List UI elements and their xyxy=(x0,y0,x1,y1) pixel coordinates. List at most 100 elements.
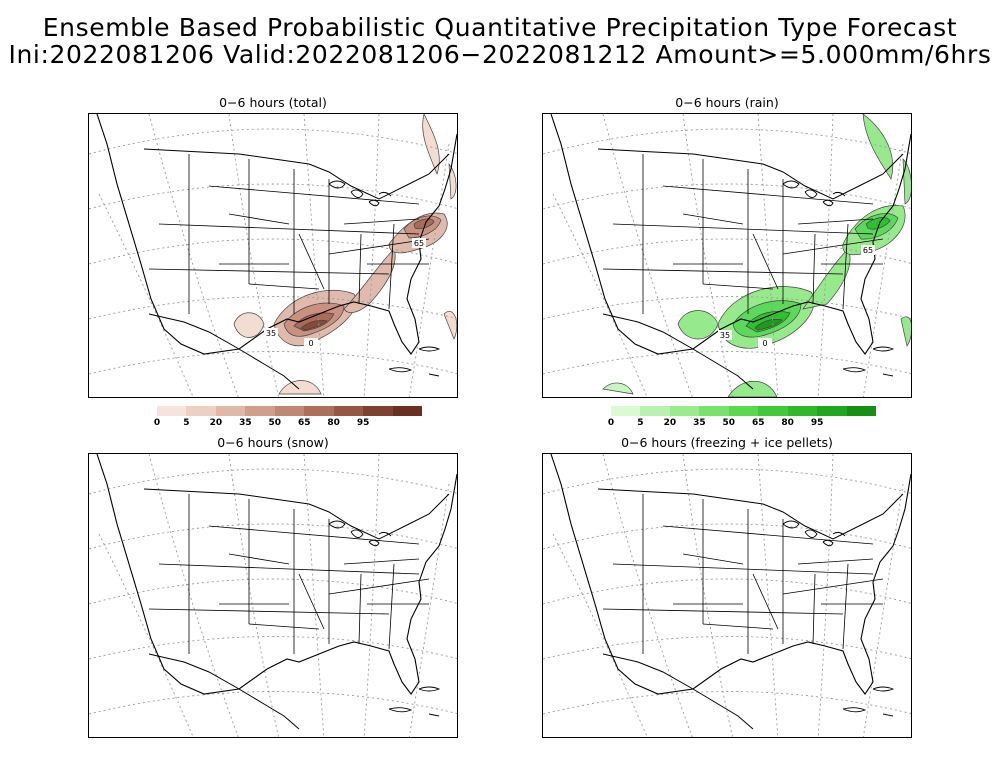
colorbar-swatch xyxy=(333,406,364,416)
contour-label: 65 xyxy=(863,246,873,255)
state-boundary xyxy=(248,623,320,630)
colorbar-tick-label: 5 xyxy=(637,418,644,428)
graticule-line xyxy=(543,238,911,265)
state-boundary xyxy=(682,213,744,225)
caribbean-islands xyxy=(842,686,895,717)
contour-label: 35 xyxy=(266,329,276,338)
probability-contour-12 xyxy=(900,316,911,347)
graticule-line xyxy=(89,468,457,495)
colorbar-tick-label: 95 xyxy=(810,418,824,428)
graticule-line xyxy=(408,483,450,737)
contour-label: 35 xyxy=(720,331,730,340)
colorbar-swatch xyxy=(392,406,423,416)
state-boundary xyxy=(812,233,816,305)
caribbean-islands xyxy=(388,346,441,377)
state-boundary xyxy=(298,573,325,630)
graticule-line xyxy=(862,143,904,397)
colorbar-swatch xyxy=(846,406,877,416)
colorbar-swatch xyxy=(304,406,335,416)
state-boundary xyxy=(752,233,779,290)
panel-title-freezing-ice: 0−6 hours (freezing + ice pellets) xyxy=(621,435,833,450)
state-boundary xyxy=(388,223,395,310)
coastline xyxy=(550,454,911,695)
probability-contour-10 xyxy=(422,114,440,175)
mexico-border xyxy=(148,653,300,730)
graticule-line xyxy=(602,114,693,397)
graticule-line xyxy=(89,296,457,320)
graticule-line xyxy=(89,351,457,375)
graticule-line xyxy=(543,183,911,210)
colorbar-tick-label: 95 xyxy=(356,418,370,428)
map-panel-total: 35 65 0 xyxy=(88,113,458,398)
state-boundary xyxy=(358,233,362,305)
state-boundary xyxy=(797,218,874,225)
colorbar-swatch xyxy=(699,406,730,416)
colorbar-swatch xyxy=(274,406,305,416)
colorbar-tick-label: 35 xyxy=(239,418,252,428)
caribbean-islands xyxy=(842,346,895,377)
graticule-line xyxy=(89,636,457,660)
colorbar-tick-label: 65 xyxy=(751,418,765,428)
probability-contour-7 xyxy=(413,218,435,230)
mexico-border xyxy=(602,313,754,390)
colorbar-rain: 0 5 20 35 50 65 80 95 xyxy=(608,406,877,436)
colorbar-swatch xyxy=(640,406,671,416)
probability-contour-3 xyxy=(754,318,783,331)
panel-title-snow: 0−6 hours (snow) xyxy=(217,435,329,450)
state-boundary xyxy=(842,223,849,310)
colorbar-swatch xyxy=(186,406,217,416)
colorbar-swatch xyxy=(728,406,759,416)
probability-contour-8 xyxy=(233,312,265,338)
state-boundary xyxy=(208,525,420,545)
contour-label: 0 xyxy=(762,339,767,348)
mexico-border xyxy=(602,653,754,730)
canada-border xyxy=(143,488,450,540)
state-boundary xyxy=(812,573,816,645)
state-boundary xyxy=(158,563,420,575)
caribbean-islands xyxy=(388,686,441,717)
colorbar-tick-label: 80 xyxy=(781,418,794,428)
graticule-line xyxy=(543,351,911,375)
canada-border xyxy=(143,148,450,200)
colorbar-tick-label: 50 xyxy=(268,418,282,428)
map-panel-snow xyxy=(88,453,458,738)
graticule-line xyxy=(817,114,834,397)
colorbar-tick-label: 5 xyxy=(183,418,190,428)
colorbar-swatch xyxy=(215,406,246,416)
colorbar-tick-label: 80 xyxy=(327,418,340,428)
figure-title-line1: Ensemble Based Probabilistic Quantitativ… xyxy=(42,13,958,42)
graticule-line xyxy=(408,143,450,397)
state-boundary xyxy=(148,268,390,275)
state-boundary xyxy=(208,185,420,205)
graticule-line xyxy=(363,114,380,397)
colorbar-swatch xyxy=(758,406,789,416)
canada-border xyxy=(597,488,904,540)
state-boundary xyxy=(388,563,395,650)
graticule-line xyxy=(89,238,457,265)
state-boundary xyxy=(612,563,874,575)
colorbar-swatch xyxy=(669,406,700,416)
panel-title-total: 0−6 hours (total) xyxy=(219,95,327,110)
probability-contour-9 xyxy=(278,380,322,395)
probability-contour-11 xyxy=(448,162,457,200)
graticule-line xyxy=(89,128,457,155)
state-boundary xyxy=(158,223,420,235)
graticule-line xyxy=(363,454,380,737)
graticule-line xyxy=(148,114,239,397)
state-boundary xyxy=(328,578,430,595)
colorbar-tick-label: 0 xyxy=(153,418,161,428)
graticule-line xyxy=(89,183,457,210)
graticule-line xyxy=(543,636,911,660)
state-boundary xyxy=(248,283,320,290)
colorbar-swatch xyxy=(245,406,276,416)
map-panel-rain: 35 65 0 xyxy=(542,113,912,398)
colorbar-swatch xyxy=(817,406,848,416)
panel-title-rain: 0−6 hours (rain) xyxy=(675,95,779,110)
state-boundary xyxy=(343,558,420,565)
graticule-line xyxy=(89,578,457,605)
canada-border xyxy=(597,148,904,200)
graticule-line xyxy=(543,468,911,495)
state-boundary xyxy=(358,573,362,645)
state-boundary xyxy=(228,553,290,565)
graticule-line xyxy=(862,483,904,737)
